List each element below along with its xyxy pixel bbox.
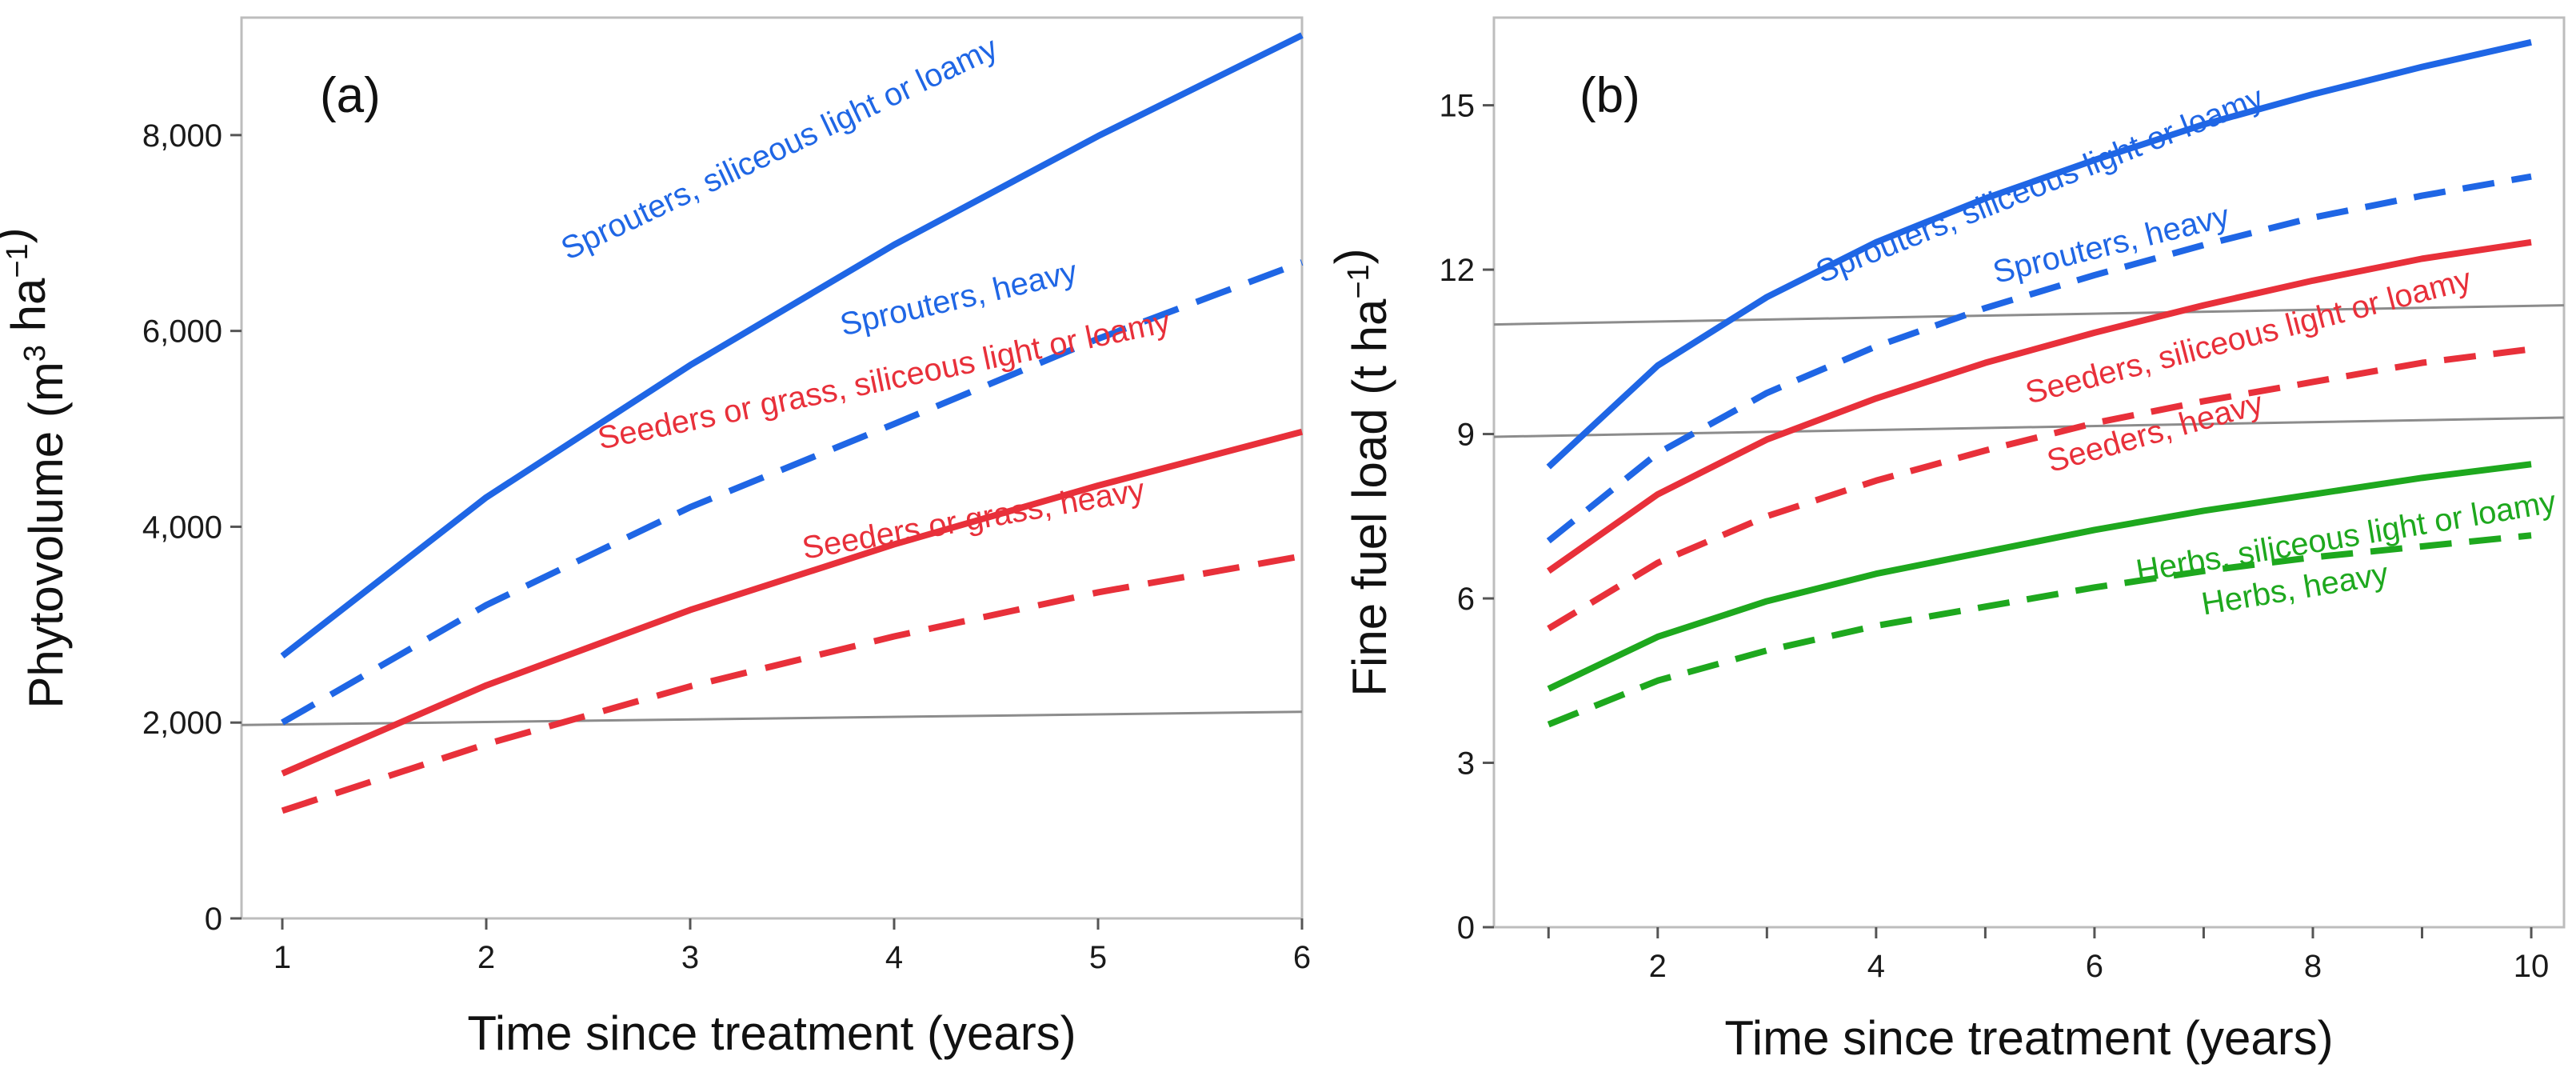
x-tick-label: 2 xyxy=(1649,949,1667,984)
y-tick-label: 6,000 xyxy=(142,314,222,350)
y-tick-label: 9 xyxy=(1457,418,1475,453)
x-axis-label: Time since treatment (years) xyxy=(467,1006,1076,1060)
x-tick-label: 6 xyxy=(1293,940,1311,975)
y-tick-label: 6 xyxy=(1457,582,1475,617)
x-tick-label: 4 xyxy=(885,940,903,975)
x-tick-label: 6 xyxy=(2086,949,2103,984)
series-line xyxy=(281,428,1304,777)
series-line xyxy=(280,32,1304,659)
series-label: Seeders or grass, heavy xyxy=(800,472,1148,566)
x-tick-label: 4 xyxy=(1867,949,1885,984)
panel-a: 0 2,000 4,000 6,000 8,000 1 2 3 4 5 6 Time since tr… xyxy=(0,16,1311,1060)
reference-line xyxy=(1493,416,2565,438)
y-axis-label: Phytovolume (m3 ha−1) xyxy=(0,227,73,708)
panel-b: 0 3 6 9 12 15 2 4 6 8 10 Time since treatment (year… xyxy=(1325,16,2566,1065)
x-tick-label: 8 xyxy=(2304,949,2322,984)
panel-label: (a) xyxy=(320,68,381,123)
series-line xyxy=(281,553,1303,814)
plot-frame xyxy=(240,16,1304,920)
x-tick-label: 10 xyxy=(2514,949,2550,984)
series-line xyxy=(1547,461,2532,692)
x-tick-label: 2 xyxy=(477,940,495,975)
series-line xyxy=(1547,346,2532,632)
y-tick-label: 8,000 xyxy=(142,118,222,154)
y-tick-label: 12 xyxy=(1440,253,1476,288)
y-axis-label: Fine fuel load (t ha−1) xyxy=(1325,248,1396,696)
x-tick-label: 5 xyxy=(1089,940,1107,975)
x-tick-label: 1 xyxy=(274,940,291,975)
series-line xyxy=(1546,238,2532,574)
reference-line xyxy=(241,710,1303,726)
x-axis-label: Time since treatment (years) xyxy=(1724,1011,2333,1065)
series-line xyxy=(281,259,1304,726)
series-label: Sprouters, siliceous light or loamy xyxy=(556,30,1003,267)
y-tick-label: 15 xyxy=(1440,89,1476,124)
series-line xyxy=(1546,173,2532,544)
y-tick-label: 0 xyxy=(205,902,222,937)
y-tick-label: 4,000 xyxy=(142,510,222,545)
x-tick-label: 3 xyxy=(681,940,699,975)
plot-frame xyxy=(1492,16,2566,929)
y-tick-label: 0 xyxy=(1457,910,1475,946)
y-tick-label: 2,000 xyxy=(142,706,222,741)
series-line xyxy=(1546,38,2532,470)
reference-line xyxy=(1493,304,2565,326)
series-line xyxy=(1547,532,2532,728)
panel-label: (b) xyxy=(1580,68,1640,123)
series-label: Seeders, heavy xyxy=(2043,386,2267,479)
y-tick-label: 3 xyxy=(1457,746,1475,782)
